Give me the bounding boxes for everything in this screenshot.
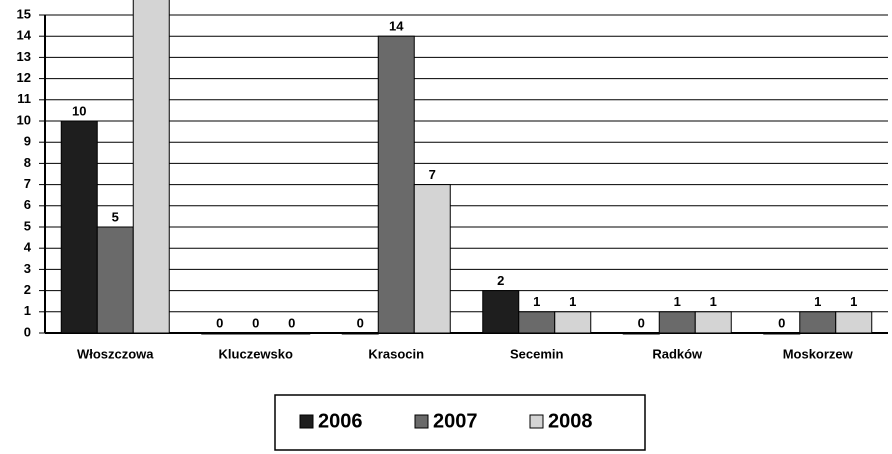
data-label: 1 [674, 294, 681, 309]
bar [60, 120, 98, 334]
legend-label: 2007 [433, 410, 478, 432]
y-tick-label: 1 [24, 303, 31, 318]
bar [201, 332, 239, 335]
bar [763, 332, 801, 335]
y-tick-label: 8 [24, 155, 31, 170]
bar [413, 184, 451, 334]
bar [96, 226, 134, 334]
legend-swatch [529, 414, 544, 429]
data-label: 1 [533, 294, 540, 309]
bar [835, 311, 873, 334]
data-label: 0 [638, 315, 645, 330]
data-label: 0 [216, 315, 223, 330]
bar [518, 311, 556, 334]
x-tick-label: Radków [652, 346, 703, 361]
y-tick-label: 3 [24, 261, 31, 276]
bar [237, 332, 275, 335]
y-tick-label: 0 [24, 324, 31, 339]
bar [273, 332, 311, 335]
y-tick-label: 13 [17, 49, 31, 64]
bar [694, 311, 732, 334]
data-label: 7 [429, 167, 436, 182]
legend-label: 2008 [548, 410, 593, 432]
bar [658, 311, 696, 334]
bar [132, 0, 170, 334]
y-tick-label: 14 [17, 28, 32, 43]
y-tick-label: 7 [24, 176, 31, 191]
y-tick-label: 10 [17, 112, 31, 127]
y-tick-label: 4 [24, 240, 32, 255]
data-label: 5 [112, 209, 119, 224]
bar [799, 311, 837, 334]
data-label: 0 [778, 315, 785, 330]
y-tick-label: 5 [24, 218, 31, 233]
bar [622, 332, 660, 335]
x-tick-label: Kluczewsko [219, 346, 293, 361]
data-label: 1 [569, 294, 576, 309]
y-tick-label: 2 [24, 282, 31, 297]
bar [482, 290, 520, 334]
y-tick-label: 6 [24, 197, 31, 212]
data-label: 1 [710, 294, 717, 309]
y-tick-label: 9 [24, 134, 31, 149]
legend-swatch [299, 414, 314, 429]
bar [554, 311, 592, 334]
x-tick-label: Secemin [510, 346, 564, 361]
data-label: 1 [850, 294, 857, 309]
y-tick-label: 15 [17, 6, 31, 21]
x-tick-label: Włoszczowa [77, 346, 154, 361]
bar [377, 35, 415, 334]
data-label: 2 [497, 273, 504, 288]
data-label: 1 [814, 294, 821, 309]
data-label: 0 [357, 315, 364, 330]
legend-label: 2006 [318, 410, 363, 432]
x-tick-label: Moskorzew [783, 346, 854, 361]
legend-swatch [414, 414, 429, 429]
data-label: 0 [252, 315, 259, 330]
y-tick-label: 11 [17, 91, 31, 106]
y-tick-label: 12 [17, 70, 31, 85]
legend-box [274, 394, 646, 451]
bar [341, 332, 379, 335]
data-label: 10 [72, 103, 86, 118]
data-label: 0 [288, 315, 295, 330]
data-label: 14 [389, 19, 404, 34]
x-tick-label: Krasocin [368, 346, 424, 361]
